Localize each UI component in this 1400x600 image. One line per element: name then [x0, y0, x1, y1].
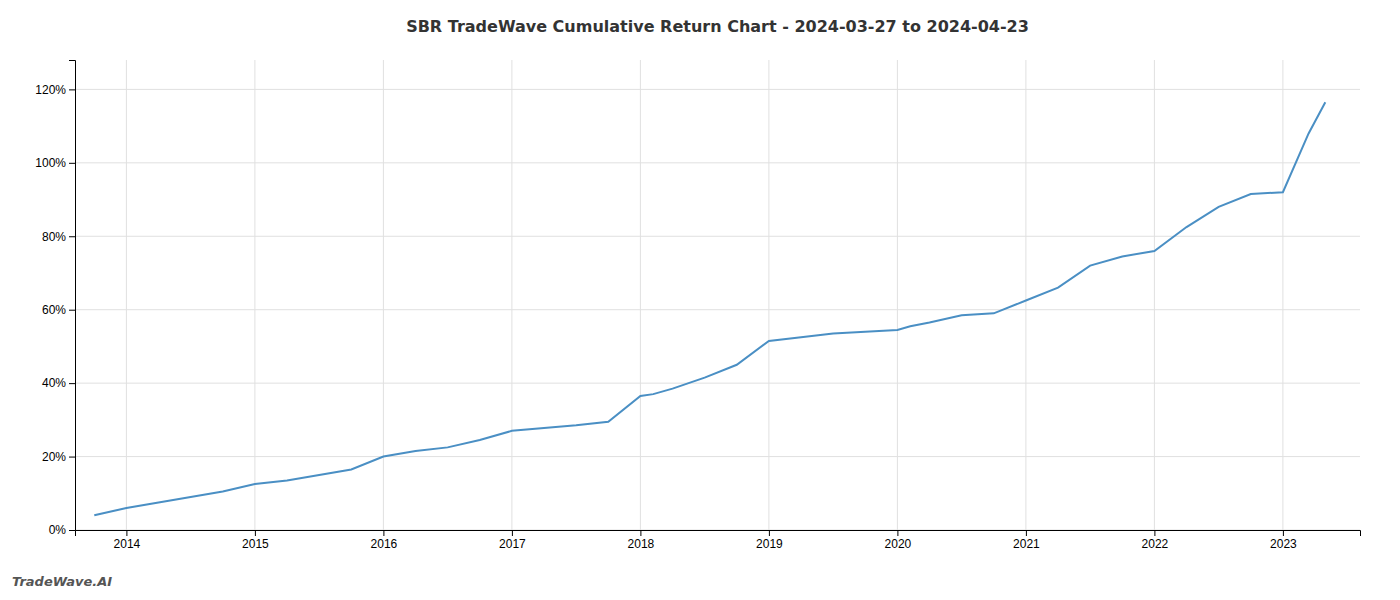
x-tick-label: 2017 — [499, 537, 526, 551]
y-tick-mark — [69, 383, 75, 384]
x-tick-mark — [897, 530, 898, 536]
x-tick: 2014 — [114, 530, 141, 551]
y-tick: 100% — [35, 156, 75, 170]
x-tick-mark — [1026, 530, 1027, 536]
y-tick-label: 100% — [35, 156, 66, 170]
grid-line — [511, 60, 512, 530]
x-tick: 2017 — [499, 530, 526, 551]
y-tick-label: 80% — [42, 230, 66, 244]
grid-line — [75, 236, 1360, 237]
x-tick-mark — [1154, 530, 1155, 536]
y-axis-line — [69, 61, 76, 531]
y-tick-mark — [69, 163, 75, 164]
x-tick: 2021 — [1013, 530, 1040, 551]
x-tick: 2018 — [628, 530, 655, 551]
x-tick: 2019 — [756, 530, 783, 551]
y-tick-label: 20% — [42, 450, 66, 464]
x-tick: 2020 — [885, 530, 912, 551]
grid-line — [75, 456, 1360, 457]
y-tick-mark — [69, 530, 75, 531]
y-tick: 40% — [42, 376, 75, 390]
x-tick-label: 2018 — [628, 537, 655, 551]
grid-line — [640, 60, 641, 530]
y-tick-mark — [69, 89, 75, 90]
grid-line — [254, 60, 255, 530]
grid-line — [75, 162, 1360, 163]
chart: 2014 2015 2016 2017 2018 2019 2020 2021 2022 2023… — [0, 0, 1400, 600]
x-tick-mark — [383, 530, 384, 536]
marks — [94, 102, 1325, 515]
y-tick-label: 120% — [35, 83, 66, 97]
y-tick-mark — [69, 310, 75, 311]
y-tick: 80% — [42, 230, 75, 244]
x-tick-mark — [512, 530, 513, 536]
y-tick-mark — [69, 457, 75, 458]
x-tick-label: 2022 — [1142, 537, 1169, 551]
x-tick-mark — [769, 530, 770, 536]
grid-line — [126, 60, 127, 530]
grid-line — [1025, 60, 1026, 530]
y-tick: 0% — [49, 523, 75, 537]
y-tick-mark — [69, 236, 75, 237]
x-tick-label: 2014 — [114, 537, 141, 551]
x-tick-label: 2019 — [756, 537, 783, 551]
x-tick-label: 2015 — [242, 537, 269, 551]
x-axis-line — [76, 531, 1361, 537]
x-tick-label: 2021 — [1013, 537, 1040, 551]
y-tick-label: 0% — [49, 523, 67, 537]
plot: 2014 2015 2016 2017 2018 2019 2020 2021 2022 2023… — [35, 60, 1360, 551]
x-tick: 2015 — [242, 530, 269, 551]
line — [94, 102, 1325, 515]
x-tick: 2022 — [1142, 530, 1169, 551]
title: SBR TradeWave Cumulative Return Chart - … — [406, 17, 1029, 36]
watermark: TradeWave.AI — [12, 574, 112, 589]
y-axis: 0% 20% 40% 60% 80% 100% 120% — [35, 61, 75, 538]
x-tick-mark — [126, 530, 127, 536]
x-tick: 2023 — [1270, 530, 1297, 551]
grid-line — [768, 60, 769, 530]
x-tick-mark — [640, 530, 641, 536]
grid-line — [1154, 60, 1155, 530]
y-tick: 120% — [35, 83, 75, 97]
y-tick: 20% — [42, 450, 75, 464]
x-tick-label: 2020 — [885, 537, 912, 551]
grid-line — [897, 60, 898, 530]
x-tick-mark — [1283, 530, 1284, 536]
x-tick-label: 2023 — [1270, 537, 1297, 551]
y-tick-label: 40% — [42, 376, 66, 390]
x-axis: 2014 2015 2016 2017 2018 2019 2020 2021 2022 2023 — [76, 530, 1361, 551]
x-tick-label: 2016 — [371, 537, 398, 551]
grid-line — [75, 383, 1360, 384]
grid — [75, 60, 1360, 530]
y-tick: 60% — [42, 303, 75, 317]
x-tick-mark — [255, 530, 256, 536]
grid-line — [383, 60, 384, 530]
y-tick-label: 60% — [42, 303, 66, 317]
x-tick: 2016 — [371, 530, 398, 551]
grid-line — [1282, 60, 1283, 530]
grid-line — [75, 89, 1360, 90]
grid-line — [75, 309, 1360, 310]
